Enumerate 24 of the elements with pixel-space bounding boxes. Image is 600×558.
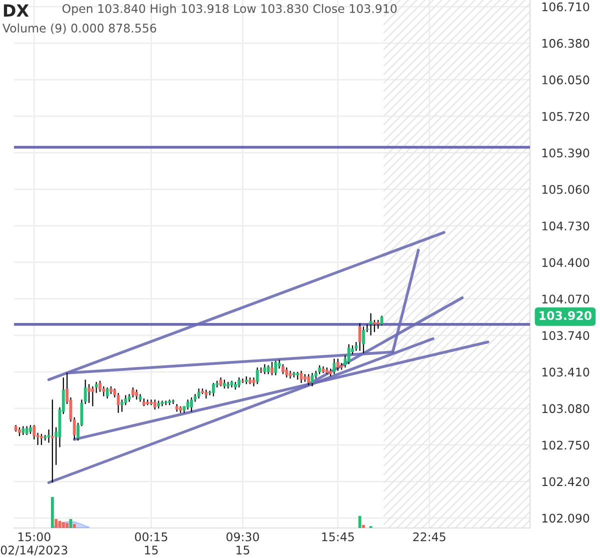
y-tick-label: 102.420 xyxy=(542,477,590,486)
x-tick-label: 22:45 xyxy=(413,532,446,542)
y-tick-label: 106.710 xyxy=(542,2,590,12)
text: 103.920 xyxy=(540,311,592,320)
x-tick-label: 00:15 15 xyxy=(135,532,168,555)
y-tick-label: 102.750 xyxy=(542,440,590,450)
chart-title: DX xyxy=(4,4,29,17)
y-tick-label: 103.410 xyxy=(542,368,590,377)
x-tick-label: 09:30 15 xyxy=(226,532,259,555)
y-tick-label: 103.740 xyxy=(542,331,590,340)
y-tick-label: 104.400 xyxy=(542,258,590,267)
y-tick-label: 105.060 xyxy=(542,185,590,194)
annotation: Open 103.840 High 103.918 Low 103.830 Close 103.910 xyxy=(62,4,397,16)
x-tick-label: 15:45 xyxy=(322,532,354,542)
y-tick-label: 104.730 xyxy=(542,222,590,230)
y-tick-label: 106.050 xyxy=(542,75,590,84)
y-tick-label: 105.720 xyxy=(542,112,590,121)
y-tick-label: 106.380 xyxy=(542,38,590,48)
x-tick-label: 15:00 02/14/2023 xyxy=(0,532,68,556)
y-tick-label: 103.080 xyxy=(542,404,590,414)
y-tick-label: 102.090 xyxy=(542,514,590,523)
annotation: Volume (9) 0.000 878.556 xyxy=(2,23,156,34)
y-tick-label: 105.390 xyxy=(542,148,590,158)
y-tick-label: 104.070 xyxy=(542,294,590,304)
